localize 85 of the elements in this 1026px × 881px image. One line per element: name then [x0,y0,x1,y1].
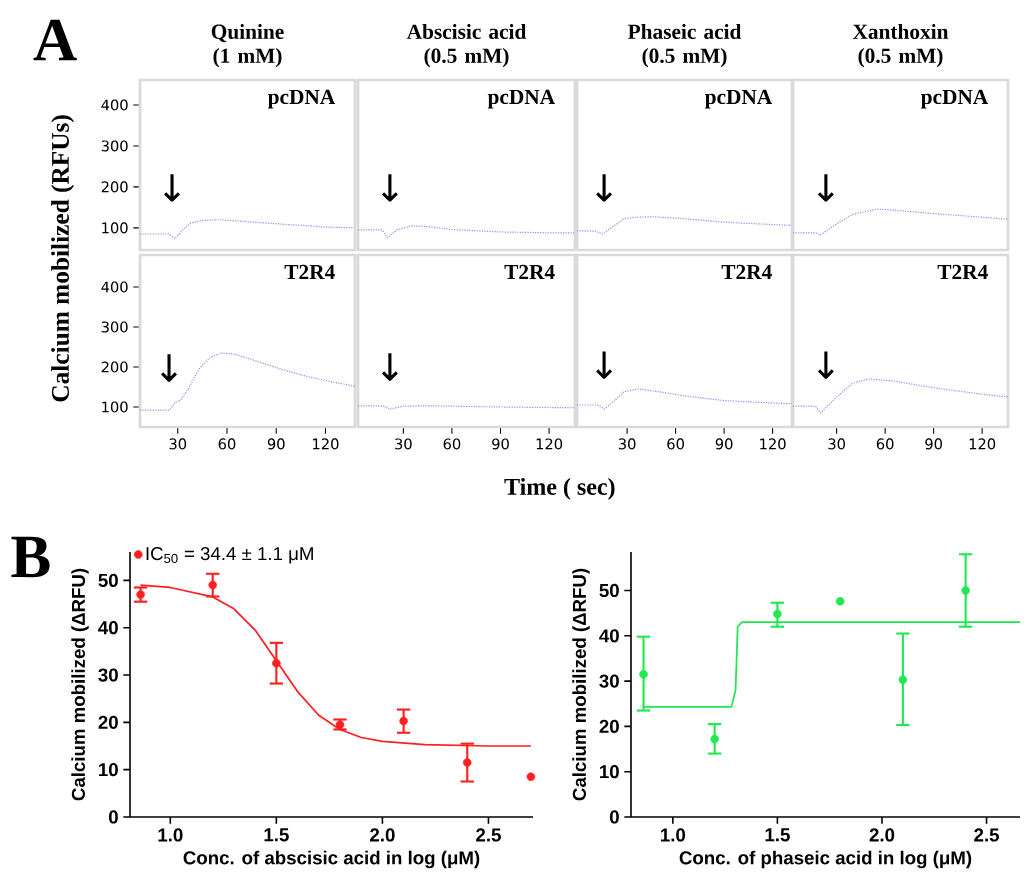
x-tick-label: 120 [536,438,563,450]
point [526,772,536,782]
chart-subtitle: pcDNA [267,89,336,109]
point [898,675,908,684]
y-tick-label: 40 [599,629,619,643]
x-tick-label: 90 [492,438,509,450]
annotation: ↓ [161,354,177,382]
text: B [11,536,50,578]
y-tick-label: 0 [108,810,118,824]
point [399,716,408,726]
x-tick-label: 30 [169,438,187,450]
y-tick-label: 10 [600,765,619,779]
y-axis-title: Calcium mobilized (ΔRFU) [71,568,89,801]
point [208,580,217,590]
chart-title: Abscisic acid (0.5 mM) [406,23,527,68]
x-tick-label: 120 [969,438,996,450]
x-axis-title: Time ( sec) [504,478,615,500]
chart-subtitle: T2R4 [504,264,555,279]
x-tick-label: 60 [667,438,684,450]
y-tick-label: 400 [101,99,128,111]
y-tick-label: 20 [599,719,619,733]
y-tick-label: 400 [101,281,128,293]
point [835,597,845,606]
x-tick-label: 30 [618,438,636,450]
point [961,586,970,595]
y-tick-label: 300 [101,321,128,333]
x-tick-label: 60 [876,438,894,450]
line-series [139,352,356,411]
x-tick-label: 90 [267,438,285,450]
x-axis-title: Conc. of phaseic acid in log (μM) [679,850,972,869]
chart-subtitle: pcDNA [487,89,555,109]
x-tick-label: 1.5 [264,828,289,842]
x-axis-title: Conc. of abscisic acid in log (μM) [183,850,480,869]
x-tick-label: 2.5 [974,828,999,842]
x-tick-label: 30 [395,438,412,450]
annotation: ↓ [164,174,181,202]
x-tick-label: 1.0 [158,828,183,842]
annotation: ↓ [596,174,613,202]
chart-subtitle: T2R4 [284,264,335,279]
y-tick-label: 30 [599,674,619,688]
chart-subtitle: pcDNA [704,89,773,109]
chart-title: Xanthoxin (0.5 mM) [852,23,949,68]
x-tick-label: 2.0 [370,828,395,842]
y-axis-title: Calcium mobilized (RFUs) [51,115,75,402]
y-tick-label: 300 [101,140,128,152]
x-tick-label: 60 [218,438,236,450]
y-tick-label: 100 [102,401,128,413]
chart-title: Phaseic acid (0.5 mM) [627,23,742,68]
x-tick-label: 1.0 [661,828,686,842]
y-tick-label: 50 [599,583,619,598]
x-tick-label: 1.5 [765,828,790,842]
annotation: ↓ [596,351,613,379]
annotation: ↓ [381,353,398,381]
text: A [33,19,77,61]
point [639,670,648,679]
chart-subtitle: pcDNA [920,89,989,109]
point [773,609,782,619]
y-tick-label: 0 [609,810,619,824]
legend-label: IC$_{50}$ = 34.4 ± 1.1 μM [146,546,313,564]
y-tick-label: 200 [101,361,128,373]
point [710,734,719,744]
y-tick-label: 20 [98,715,118,729]
x-tick-label: 120 [760,438,786,450]
x-tick-label: 90 [925,438,942,450]
annotation: ↓ [817,174,834,202]
y-tick-label: 50 [98,573,118,587]
annotation: ↓ [817,351,834,379]
y-tick-label: 30 [98,668,118,682]
y-tick-label: 200 [101,181,128,193]
x-tick-label: 120 [313,438,339,450]
chart-subtitle: T2R4 [721,264,772,279]
point [272,658,281,668]
chart-title: Quinine (1 mM) [211,23,284,68]
y-axis-title: Calcium mobilized (ΔRFU) [572,568,590,801]
chart-subtitle: T2R4 [937,264,988,279]
point [462,758,472,767]
x-tick-label: 90 [715,438,733,450]
y-tick-label: 10 [99,763,118,777]
x-tick-label: 60 [443,438,461,450]
x-tick-label: 2.0 [869,828,895,842]
y-tick-label: 40 [98,621,118,635]
x-tick-label: 2.5 [476,828,501,842]
x-tick-label: 30 [828,438,845,450]
annotation: ↓ [381,174,398,202]
y-tick-label: 100 [102,222,128,234]
